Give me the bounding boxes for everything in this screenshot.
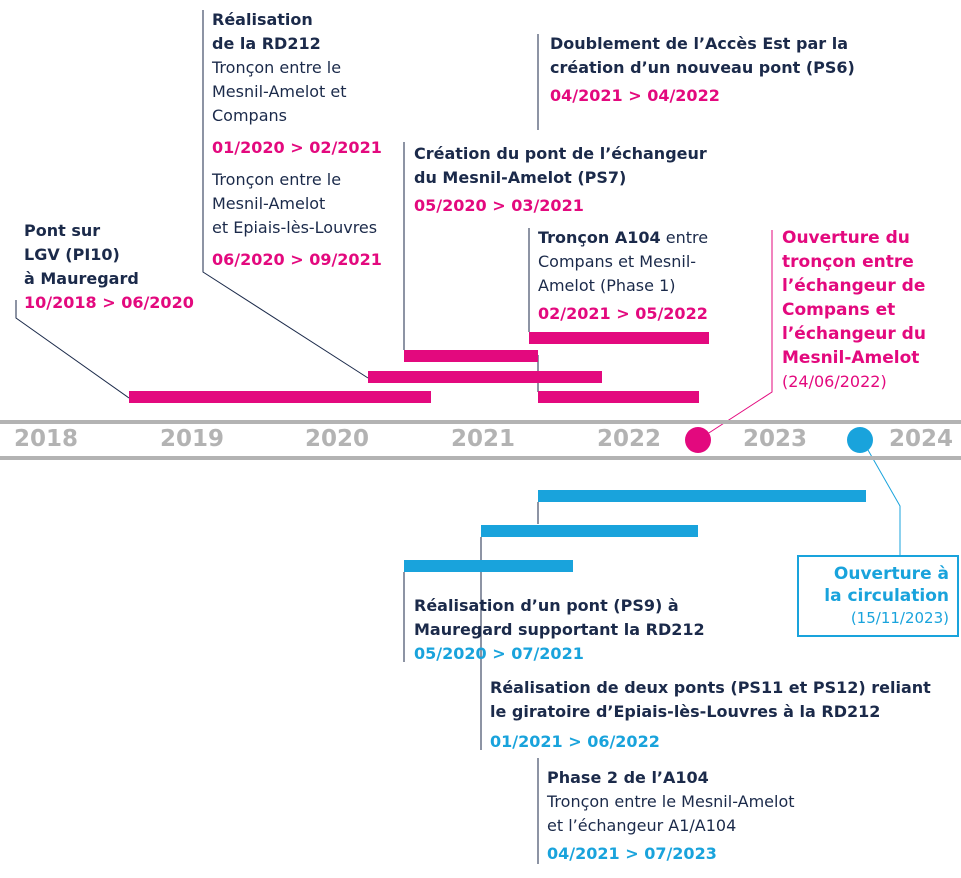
- label-ps6: Doublement de l’Accès Est par la créatio…: [550, 32, 855, 108]
- label-rd212: Réalisation de la RD212 Tronçon entre le…: [212, 8, 382, 272]
- rd212-a3: Compans: [212, 106, 287, 125]
- ps7-line1: Création du pont de l’échangeur: [414, 144, 707, 163]
- milestone-dot-pink: [685, 427, 711, 453]
- phase2-line2: Tronçon entre le Mesnil-Amelot: [547, 792, 795, 811]
- connector-circulation: [867, 449, 901, 555]
- year-2022: 2022: [597, 426, 662, 452]
- a104-line3: Amelot (Phase 1): [538, 276, 676, 295]
- ps9-line2: Mauregard supportant la RD212: [414, 620, 705, 639]
- opening-line2: tronçon entre: [782, 252, 914, 272]
- opening-line6: Mesnil-Amelot: [782, 348, 920, 368]
- label-circulation: Ouverture à la circulation (15/11/2023): [797, 555, 959, 637]
- year-2024: 2024: [889, 426, 954, 452]
- circulation-line2: la circulation: [824, 586, 949, 606]
- milestone-dot-blue: [847, 427, 873, 453]
- phase2-line3: et l’échangeur A1/A104: [547, 816, 737, 835]
- ps9-date: 05/2020 > 07/2021: [414, 644, 584, 663]
- pi10-line2: LGV (PI10): [24, 245, 120, 264]
- pi10-line1: Pont sur: [24, 221, 101, 240]
- bar-rd212: [368, 371, 602, 383]
- ps6-line2: création d’un nouveau pont (PS6): [550, 58, 855, 77]
- pi10-date: 10/2018 > 06/2020: [24, 293, 194, 312]
- label-ps11: Réalisation de deux ponts (PS11 et PS12)…: [490, 676, 931, 754]
- opening-date: (24/06/2022): [782, 372, 887, 391]
- pi10-line3: à Mauregard: [24, 269, 139, 288]
- ps7-line2: du Mesnil-Amelot (PS7): [414, 168, 627, 187]
- label-phase2: Phase 2 de l’A104 Tronçon entre le Mesni…: [547, 766, 795, 866]
- year-2021: 2021: [451, 426, 516, 452]
- a104-bold: Tronçon A104: [538, 228, 661, 247]
- ps7-date: 05/2020 > 03/2021: [414, 196, 584, 215]
- label-ps9: Réalisation d’un pont (PS9) à Mauregard …: [414, 594, 705, 666]
- opening-line4: Compans et: [782, 300, 896, 320]
- opening-line5: l’échangeur du: [782, 324, 926, 344]
- rd212-b3: et Epiais-lès-Louvres: [212, 218, 378, 237]
- phase2-line1: Phase 2 de l’A104: [547, 768, 709, 787]
- phase2-date: 04/2021 > 07/2023: [547, 844, 717, 863]
- year-2020: 2020: [305, 426, 370, 452]
- connector-opening: [697, 230, 773, 441]
- rd212-a2: Mesnil-Amelot et: [212, 82, 347, 101]
- opening-line3: l’échangeur de: [782, 276, 926, 296]
- rd212-title2: de la RD212: [212, 34, 321, 53]
- bar-a104: [529, 332, 709, 344]
- year-2018: 2018: [14, 426, 79, 452]
- rd212-b-date: 06/2020 > 09/2021: [212, 250, 382, 269]
- circulation-line1: Ouverture à: [833, 564, 949, 584]
- rd212-b1: Tronçon entre le: [212, 170, 342, 189]
- label-opening: Ouverture du tronçon entre l’échangeur d…: [782, 226, 926, 394]
- label-ps7: Création du pont de l’échangeur du Mesni…: [414, 142, 707, 218]
- bar-pi10: [129, 391, 431, 403]
- timeline-bottom-line: [0, 456, 961, 460]
- ps9-line1: Réalisation d’un pont (PS9) à: [414, 596, 679, 615]
- bar-phase2: [538, 490, 866, 502]
- bar-ps7: [404, 350, 538, 362]
- circulation-date: (15/11/2023): [850, 609, 949, 627]
- label-pi10: Pont sur LGV (PI10) à Mauregard 10/2018 …: [24, 219, 194, 315]
- connector-rd212: [202, 10, 369, 379]
- ps11-line1: Réalisation de deux ponts (PS11 et PS12)…: [490, 678, 931, 697]
- ps6-line1: Doublement de l’Accès Est par la: [550, 34, 848, 53]
- rd212-title1: Réalisation: [212, 10, 313, 29]
- rd212-a1: Tronçon entre le: [212, 58, 342, 77]
- year-2023: 2023: [743, 426, 808, 452]
- a104-line2: Compans et Mesnil-: [538, 252, 697, 271]
- opening-line1: Ouverture du: [782, 228, 910, 248]
- bar-ps11: [481, 525, 698, 537]
- rd212-b2: Mesnil-Amelot: [212, 194, 326, 213]
- ps6-date: 04/2021 > 04/2022: [550, 86, 720, 105]
- label-a104: Tronçon A104 entre Compans et Mesnil- Am…: [538, 226, 708, 326]
- bar-ps6: [538, 391, 699, 403]
- a104-rest: entre: [660, 228, 709, 247]
- ps11-date: 01/2021 > 06/2022: [490, 732, 660, 751]
- rd212-a-date: 01/2020 > 02/2021: [212, 138, 382, 157]
- connector-pi10: [15, 300, 130, 399]
- year-2019: 2019: [160, 426, 225, 452]
- timeline-top-line: [0, 420, 961, 424]
- ps11-line2: le giratoire d’Epiais-lès-Louvres à la R…: [490, 702, 881, 721]
- bar-ps9: [404, 560, 573, 572]
- a104-date: 02/2021 > 05/2022: [538, 304, 708, 323]
